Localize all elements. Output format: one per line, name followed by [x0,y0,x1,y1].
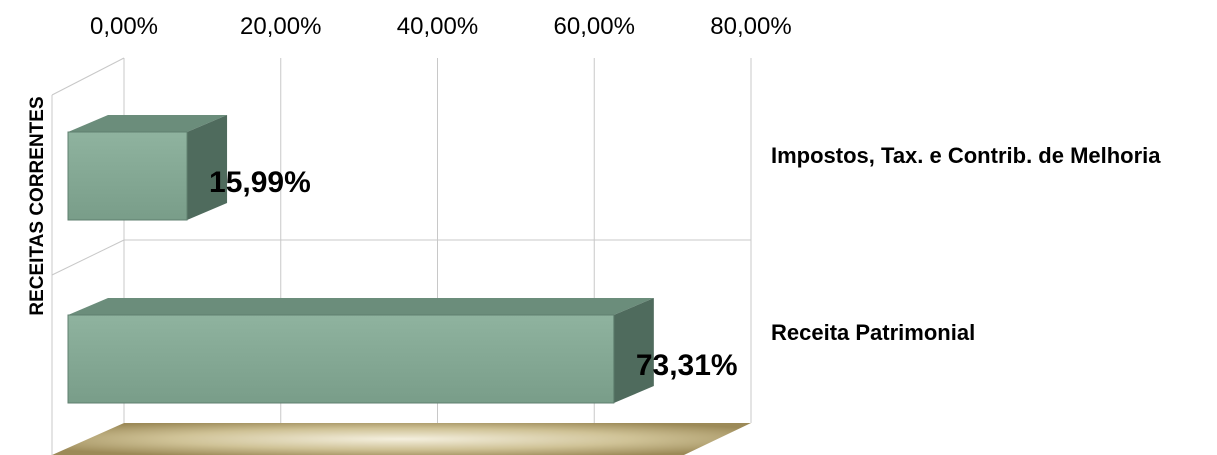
x-axis-ticks: 0,00% 20,00% 40,00% 60,00% 80,00% [90,13,792,40]
bar [67,115,228,221]
bar-side-face [187,115,228,220]
category-label: Impostos, Tax. e Contrib. de Melhoria [771,143,1161,168]
x-tick-label: 80,00% [710,13,791,40]
value-labels: 15,99% 73,31% [209,166,738,382]
category-labels: Impostos, Tax. e Contrib. de Melhoria Rec… [771,143,1161,345]
x-tick-label: 60,00% [554,13,635,40]
bar [67,298,654,404]
y-axis-title: RECEITAS CORRENTES [27,96,48,315]
x-tick-label: 40,00% [397,13,478,40]
bar-side-face [613,298,654,403]
category-divider-side [51,239,125,276]
x-tick-label: 0,00% [90,13,158,40]
x-tick-label: 20,00% [240,13,321,40]
data-label: 73,31% [636,349,738,382]
bar-top-face [68,298,654,315]
bar-front-face [67,131,188,221]
data-label: 15,99% [209,166,311,199]
bars [67,115,654,404]
side-wall-top-edge [51,57,125,96]
bar-front-face [67,314,615,404]
category-label: Receita Patrimonial [771,320,975,345]
floor [52,423,751,455]
bar-top-face [68,115,228,132]
